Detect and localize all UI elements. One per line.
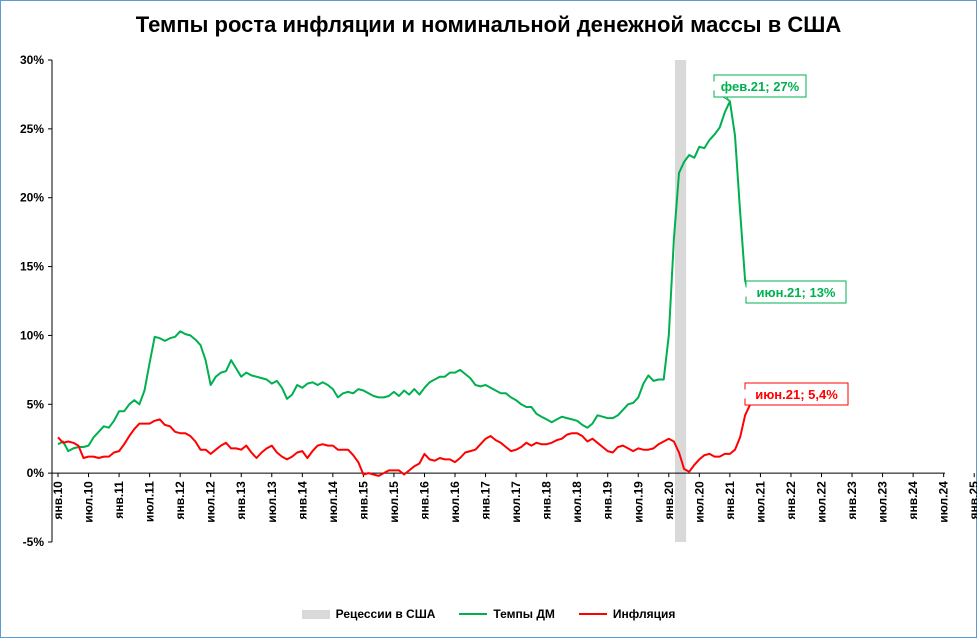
y-tick-label: 5% <box>27 397 45 411</box>
x-tick-label: янв.16 <box>417 481 431 520</box>
x-tick-label: янв.13 <box>234 481 248 520</box>
annotation-label: июн.21; 13% <box>757 285 836 300</box>
y-tick-label: -5% <box>23 535 45 549</box>
x-tick-label: июл.11 <box>143 481 157 522</box>
chart-title: Темпы роста инфляции и номинальной денеж… <box>135 12 842 37</box>
x-tick-label: июл.15 <box>387 481 401 523</box>
x-tick-label: янв.23 <box>845 481 859 520</box>
x-tick-label: янв.12 <box>173 481 187 520</box>
y-tick-label: 0% <box>27 466 45 480</box>
annotation-label: фев.21; 27% <box>721 79 800 94</box>
x-tick-label: июл.10 <box>82 481 96 523</box>
x-tick-label: янв.17 <box>479 481 493 520</box>
x-tick-label: янв.25 <box>967 481 977 520</box>
x-tick-label: янв.19 <box>601 481 615 520</box>
series-line-money-supply <box>57 100 752 453</box>
y-tick-label: 15% <box>20 260 44 274</box>
x-tick-label: июл.18 <box>570 481 584 523</box>
x-tick-label: июл.12 <box>204 481 218 523</box>
x-tick-label: июл.24 <box>937 481 951 523</box>
x-tick-label: июл.13 <box>265 481 279 523</box>
x-tick-label: янв.22 <box>784 481 798 520</box>
legend-swatch-recession <box>301 609 330 619</box>
x-tick-label: янв.18 <box>540 481 554 520</box>
x-tick-label: янв.11 <box>112 481 126 519</box>
legend-label-recession: Рецессии в США <box>335 607 436 621</box>
x-tick-label: июл.14 <box>326 481 340 523</box>
chart-legend: Рецессии в США Темпы ДМ Инфляция <box>0 607 977 621</box>
y-tick-label: 25% <box>20 122 44 136</box>
x-tick-label: янв.15 <box>356 481 370 520</box>
x-tick-label: июл.19 <box>631 481 645 523</box>
legend-swatch-money-supply <box>459 613 488 615</box>
legend-label-money-supply: Темпы ДМ <box>493 607 555 621</box>
x-tick-label: янв.20 <box>662 481 676 520</box>
y-tick-label: 10% <box>20 328 44 342</box>
legend-item-inflation[interactable]: Инфляция <box>578 607 676 621</box>
chart-canvas: -5% 0% 5% 10% 15% 20% 25% 30% янв.10 июл.10 янв.11… <box>20 53 977 549</box>
x-tick-label: янв.10 <box>51 481 65 520</box>
x-tick-label: янв.24 <box>906 481 920 520</box>
legend-item-money-supply[interactable]: Темпы ДМ <box>459 607 555 621</box>
y-tick-label: 20% <box>20 191 44 205</box>
x-tick-label: июл.22 <box>815 481 829 523</box>
x-tick-label: июл.21 <box>753 481 767 523</box>
annotation-label: июн.21; 5,4% <box>755 387 838 402</box>
x-tick-label: июл.16 <box>448 481 462 523</box>
legend-label-inflation: Инфляция <box>612 607 676 621</box>
x-tick-label: июл.23 <box>876 481 890 523</box>
legend-swatch-inflation <box>578 613 607 615</box>
legend-item-recession[interactable]: Рецессии в США <box>301 607 436 621</box>
series-line-inflation <box>57 398 757 477</box>
x-tick-label: янв.21 <box>723 481 737 520</box>
x-tick-label: янв.14 <box>295 481 309 520</box>
recession-band <box>674 60 687 542</box>
x-tick-label: июл.17 <box>509 481 523 523</box>
y-tick-label: 30% <box>20 53 44 67</box>
x-tick-label: июл.20 <box>692 481 706 523</box>
